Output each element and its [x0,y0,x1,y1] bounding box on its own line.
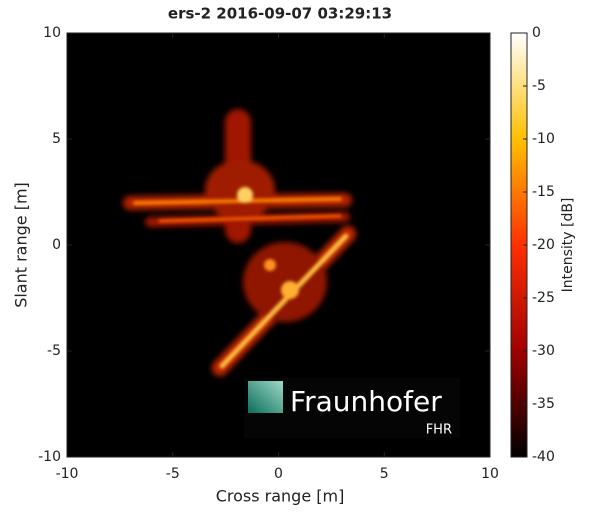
colorbar-tick-label: -20 [532,237,555,253]
y-tick-label: -5 [47,343,61,359]
y-tick-label: 10 [43,25,61,41]
colorbar-tick-label: -35 [532,396,555,412]
x-tick-label: 5 [380,466,389,482]
colorbar-tick-label: -5 [532,78,546,94]
y-tick-label: 0 [52,237,61,253]
x-tick-label: -5 [166,466,180,482]
logo-unit: FHR [426,423,452,438]
colorbar-tick-label: 0 [532,25,541,41]
logo-icon [248,381,283,413]
x-tick-label: 10 [481,466,499,482]
y-tick-label: 5 [52,131,61,147]
logo-name: Fraunhofer [290,385,442,418]
colorbar-tick-label: -30 [532,343,555,359]
colorbar-tick-label: -15 [532,184,555,200]
colorbar-tick-label: -25 [532,290,555,306]
chart-title: ers-2 2016-09-07 03:29:13 [168,5,392,23]
colorbar-label: Intensity [dB] [560,198,576,293]
logo: Fraunhofer FHR [244,378,460,438]
chart: ers-2 2016-09-07 03:29:13 Fraunhofer FHR… [0,0,589,515]
colorbar-tick-label: -40 [532,449,555,465]
y-axis-label: Slant range [m] [12,182,31,308]
y-tick-label: -10 [38,449,61,465]
x-axis-label: Cross range [m] [216,487,345,506]
x-tick-label: -10 [56,466,79,482]
x-tick-label: 0 [274,466,283,482]
colorbar-tick-label: -10 [532,131,555,147]
